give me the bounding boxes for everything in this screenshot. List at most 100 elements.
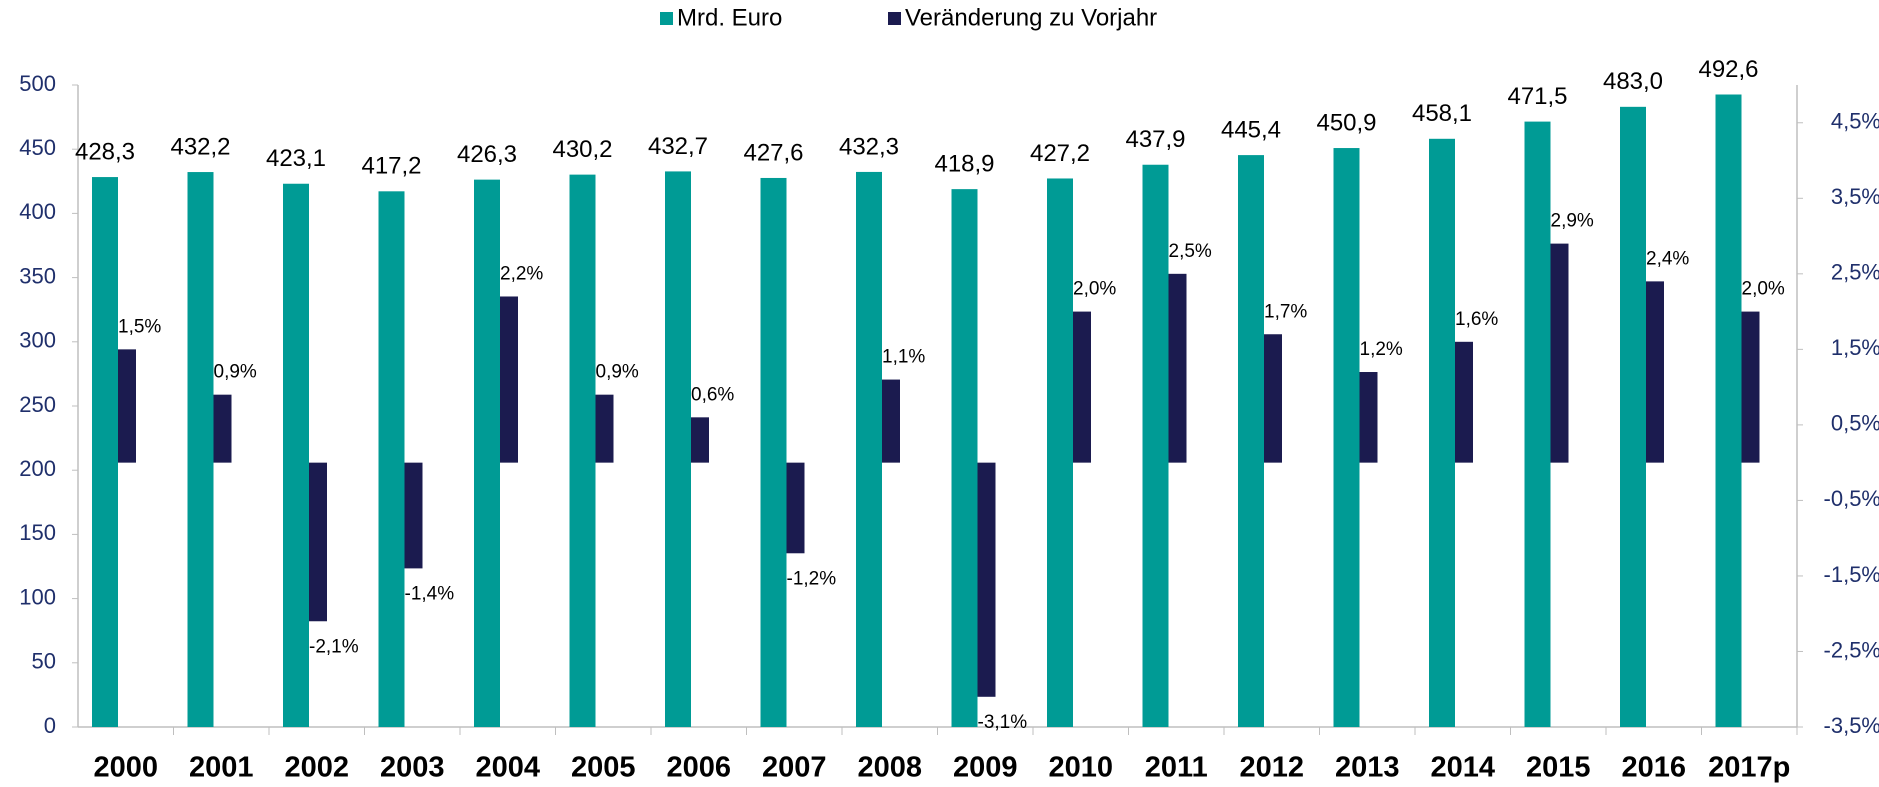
- bar: [378, 191, 405, 728]
- x-tick-label: 2017p: [1708, 752, 1790, 784]
- bar: [1142, 164, 1169, 728]
- value-label: 0,6%: [691, 384, 734, 405]
- bar: [1168, 273, 1187, 463]
- x-tick-label: 2008: [857, 752, 922, 784]
- value-label: 2,2%: [500, 263, 543, 284]
- bar: [474, 179, 500, 727]
- x-tick-label: 2013: [1335, 752, 1400, 784]
- legend-label: Veränderung zu Vorjahr: [905, 4, 1157, 31]
- y2-tick-label: 4,5%: [1831, 109, 1879, 134]
- y-tick-label: 250: [19, 392, 56, 417]
- value-label: 483,0: [1603, 68, 1663, 95]
- y2-tick-label: -0,5%: [1824, 486, 1879, 511]
- y-tick-label: 500: [19, 71, 56, 96]
- bar: [691, 417, 709, 463]
- bar: [309, 462, 327, 622]
- bar: [1455, 341, 1473, 463]
- value-label: 437,9: [1125, 126, 1185, 153]
- bar: [951, 189, 978, 728]
- bar: [882, 379, 900, 463]
- bar: [500, 296, 518, 463]
- value-label: -3,1%: [978, 712, 1028, 733]
- bar: [1715, 94, 1742, 728]
- value-label: 0,9%: [214, 362, 257, 383]
- bar: [118, 349, 136, 463]
- y-tick-label: 350: [19, 263, 56, 288]
- bar: [1333, 148, 1360, 727]
- bar: [1550, 243, 1569, 463]
- bar: [665, 171, 691, 727]
- y-tick-label: 0: [44, 713, 56, 738]
- value-label: 445,4: [1221, 116, 1281, 143]
- value-label: -1,4%: [405, 583, 455, 604]
- bar: [1741, 311, 1760, 463]
- bar: [404, 462, 423, 569]
- value-label: -1,2%: [787, 568, 837, 589]
- y2-tick-label: -3,5%: [1824, 713, 1879, 738]
- value-label: 0,9%: [596, 362, 639, 383]
- y2-tick-label: 1,5%: [1831, 335, 1879, 360]
- x-tick-label: 2001: [189, 752, 254, 784]
- bar: [1524, 121, 1551, 728]
- legend-label: Mrd. Euro: [677, 4, 782, 31]
- x-tick-label: 2011: [1145, 752, 1208, 784]
- value-label: 2,5%: [1169, 241, 1212, 262]
- bar: [1429, 138, 1455, 727]
- x-tick-label: 2003: [380, 752, 445, 784]
- x-tick-label: 2009: [953, 752, 1018, 784]
- bar: [1073, 311, 1091, 463]
- bar: [1620, 106, 1646, 727]
- y-tick-label: 50: [32, 649, 56, 674]
- value-label: 418,9: [934, 150, 994, 177]
- y-tick-label: 400: [19, 199, 56, 224]
- bar: [1047, 178, 1073, 727]
- bar: [283, 183, 309, 727]
- value-label: 427,6: [743, 139, 803, 166]
- y2-tick-label: 2,5%: [1831, 260, 1879, 285]
- bar: [977, 462, 996, 697]
- bar: [569, 174, 596, 728]
- legend-swatch: [660, 12, 673, 25]
- bar: [595, 394, 614, 463]
- x-tick-label: 2002: [284, 752, 349, 784]
- y-tick-label: 100: [19, 584, 56, 609]
- value-label: 428,3: [75, 138, 135, 165]
- value-label: 427,2: [1030, 140, 1090, 167]
- y2-tick-label: -2,5%: [1824, 637, 1879, 662]
- bar: [760, 177, 787, 727]
- value-label: 426,3: [457, 141, 517, 168]
- y-tick-label: 150: [19, 520, 56, 545]
- bar: [187, 172, 214, 728]
- value-label: 1,6%: [1455, 309, 1498, 330]
- y-tick-label: 300: [19, 328, 56, 353]
- y2-tick-label: 0,5%: [1831, 411, 1879, 436]
- value-label: 432,3: [839, 133, 899, 160]
- y2-tick-label: -1,5%: [1824, 562, 1879, 587]
- x-tick-label: 2004: [475, 752, 540, 784]
- value-label: 432,2: [170, 133, 230, 160]
- x-tick-label: 2015: [1526, 752, 1591, 784]
- value-label: -2,1%: [309, 636, 359, 657]
- y-tick-label: 450: [19, 135, 56, 160]
- x-tick-label: 2000: [93, 752, 158, 784]
- x-tick-label: 2016: [1621, 752, 1686, 784]
- value-label: 417,2: [361, 153, 421, 180]
- value-label: 1,1%: [882, 347, 925, 368]
- y2-tick-label: 3,5%: [1831, 184, 1879, 209]
- y-tick-label: 200: [19, 456, 56, 481]
- value-label: 2,0%: [1742, 279, 1785, 300]
- bar: [1646, 281, 1664, 463]
- value-label: 458,1: [1412, 100, 1472, 127]
- value-label: 1,2%: [1360, 339, 1403, 360]
- bar: [1359, 372, 1378, 463]
- x-tick-label: 2010: [1048, 752, 1113, 784]
- bar: [856, 171, 882, 727]
- bar: [213, 394, 232, 463]
- x-tick-label: 2014: [1430, 752, 1495, 784]
- x-tick-label: 2006: [666, 752, 731, 784]
- value-label: 423,1: [266, 145, 326, 172]
- value-label: 2,9%: [1551, 211, 1594, 232]
- value-label: 492,6: [1698, 56, 1758, 83]
- value-label: 1,7%: [1264, 301, 1307, 322]
